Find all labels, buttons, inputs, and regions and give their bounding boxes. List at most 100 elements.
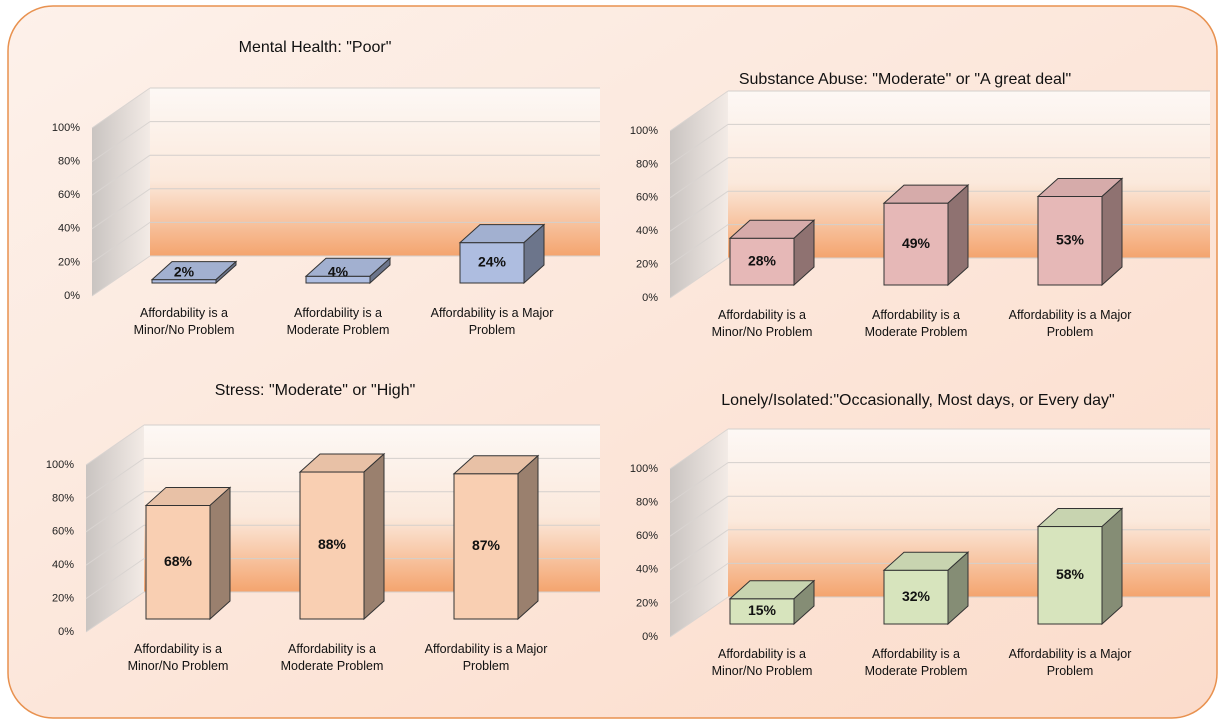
data-label: 58% <box>1056 566 1085 582</box>
bar-side <box>369 257 391 285</box>
y-tick-label: 20% <box>58 256 80 268</box>
grid-line <box>91 87 151 129</box>
x-label-box: Affordability is a Minor/No Problem <box>711 308 813 339</box>
chart-title: Substance Abuse: "Moderate" or "A great … <box>739 71 1071 88</box>
bar <box>883 202 949 286</box>
data-label: 88% <box>318 536 347 552</box>
y-tick-label: 0% <box>58 626 74 638</box>
y-tick-label: 100% <box>630 125 658 137</box>
bar <box>729 598 795 625</box>
bar-side <box>209 486 231 621</box>
x-tick-label: Affordability is a Moderate Problem <box>286 306 390 337</box>
x-tick-label: Affordability is a Minor/No Problem <box>711 308 813 339</box>
y-tick-label: 80% <box>636 497 658 509</box>
side-wall <box>670 91 728 298</box>
grid-line <box>85 591 145 633</box>
x-tick-label: Affordability is a Moderate Problem <box>280 642 384 673</box>
data-label: 24% <box>478 254 507 270</box>
x-label-box: Affordability is a Moderate Problem <box>864 308 968 339</box>
grid-line <box>91 154 151 196</box>
grid-line <box>91 221 151 263</box>
chart: Lonely/Isolated:"Occasionally, Most days… <box>630 392 1210 678</box>
chart-title: Mental Health: "Poor" <box>239 39 392 56</box>
x-label-box: Affordability is a Major Problem <box>1008 308 1132 339</box>
y-tick-label: 60% <box>636 530 658 542</box>
y-tick-label: 40% <box>636 564 658 576</box>
chart: Stress: "Moderate" or "High" 0% 20% 40% 60% 8… <box>46 382 600 673</box>
bar <box>151 279 217 284</box>
x-label-box: Affordability is a Major Problem <box>424 642 548 673</box>
grid-line <box>85 457 145 499</box>
y-tick-label: 0% <box>642 292 658 304</box>
y-tick-label: 60% <box>52 526 74 538</box>
y-tick-label: 60% <box>636 192 658 204</box>
grid-line <box>669 495 729 537</box>
bar-side <box>947 184 969 287</box>
chart: Substance Abuse: "Moderate" or "A great … <box>630 71 1210 339</box>
bar <box>1037 526 1103 625</box>
data-label: 32% <box>902 588 931 604</box>
data-label: 2% <box>174 264 195 280</box>
chart: Mental Health: "Poor" 0% 20% 40% 60% 80% 100% 2… <box>52 39 600 337</box>
bar-side <box>215 260 237 285</box>
data-label: 28% <box>748 252 777 268</box>
bar-side <box>793 219 815 287</box>
grid-line <box>85 524 145 566</box>
y-tick-label: 0% <box>64 290 80 302</box>
y-tick-label: 100% <box>52 122 80 134</box>
grid-line <box>91 255 151 297</box>
bar-side <box>793 579 815 626</box>
chart-title: Stress: "Moderate" or "High" <box>215 382 416 399</box>
chart-title: Lonely/Isolated:"Occasionally, Most days… <box>721 392 1114 409</box>
x-tick-label: Affordability is a Major Problem <box>1008 308 1132 339</box>
grid-line <box>669 90 729 132</box>
grid-line <box>669 596 729 638</box>
y-tick-label: 40% <box>636 225 658 237</box>
data-label: 53% <box>1056 231 1085 247</box>
y-tick-label: 20% <box>636 597 658 609</box>
y-tick-label: 80% <box>636 158 658 170</box>
bar-side <box>517 454 539 621</box>
x-tick-label: Affordability is a Minor/No Problem <box>711 647 813 678</box>
y-tick-label: 100% <box>630 463 658 475</box>
x-tick-label: Affordability is a Major Problem <box>424 642 548 673</box>
grid-line <box>669 257 729 299</box>
x-tick-label: Affordability is a Minor/No Problem <box>127 642 229 673</box>
grid-line <box>91 121 151 163</box>
data-label: 87% <box>472 537 501 553</box>
x-label-box: Affordability is a Moderate Problem <box>280 642 384 673</box>
grid-line <box>669 462 729 504</box>
back-wall <box>728 429 1210 597</box>
bar <box>145 504 211 620</box>
x-tick-label: Affordability is a Moderate Problem <box>864 308 968 339</box>
x-label-box: Affordability is a Moderate Problem <box>864 647 968 678</box>
grid-line <box>85 558 145 600</box>
grid-line <box>85 424 145 466</box>
grid-line <box>85 491 145 533</box>
bar-side <box>1101 177 1123 287</box>
data-label: 15% <box>748 602 777 618</box>
grid-line <box>91 188 151 230</box>
grid-line <box>669 123 729 165</box>
side-wall <box>670 429 728 637</box>
x-label-box: Affordability is a Minor/No Problem <box>134 306 235 337</box>
grid-line <box>669 562 729 604</box>
grid-line <box>669 157 729 199</box>
x-label-box: Affordability is a Major Problem <box>431 306 554 337</box>
y-tick-label: 40% <box>58 223 80 235</box>
side-wall <box>86 425 144 632</box>
grid-line <box>669 224 729 266</box>
x-tick-label: Affordability is a Moderate Problem <box>864 647 968 678</box>
bar-side <box>363 452 385 621</box>
data-label: 49% <box>902 235 931 251</box>
data-label: 68% <box>164 553 193 569</box>
grid-line <box>669 428 729 470</box>
bar-side <box>947 551 969 626</box>
y-tick-label: 0% <box>642 631 658 643</box>
y-tick-label: 20% <box>636 259 658 271</box>
bar <box>883 569 949 625</box>
x-label-box: Affordability is a Minor/No Problem <box>711 647 813 678</box>
y-tick-label: 80% <box>58 156 80 168</box>
y-tick-label: 100% <box>46 459 74 471</box>
x-tick-label: Affordability is a Major Problem <box>1008 647 1132 678</box>
